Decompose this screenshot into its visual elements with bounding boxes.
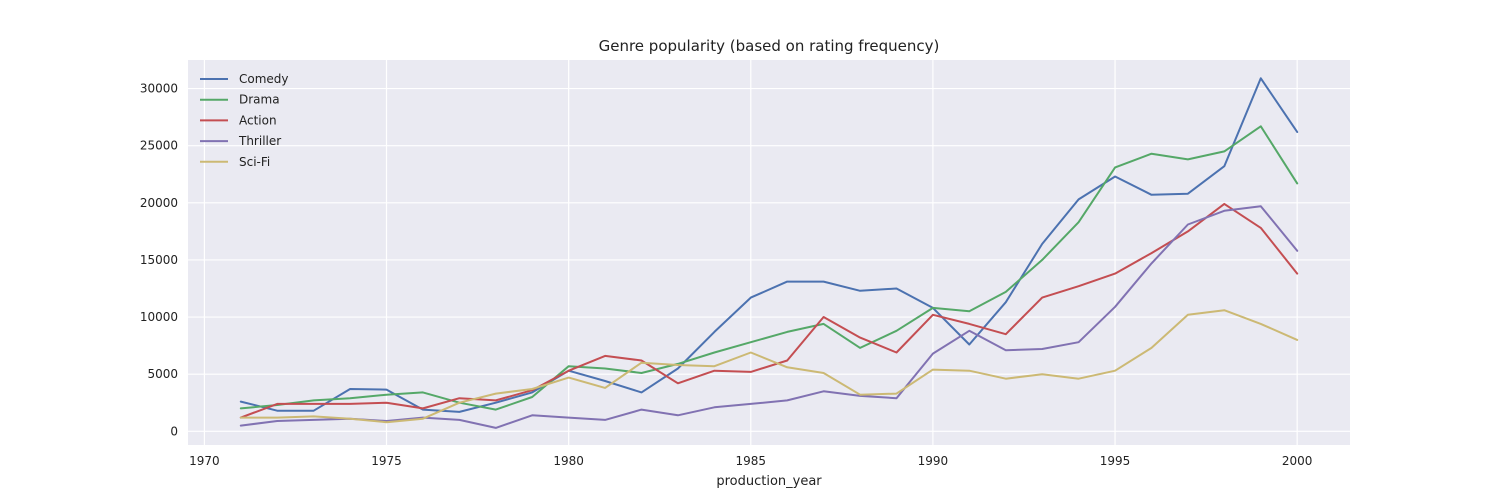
y-tick-label: 10000 <box>140 310 178 324</box>
y-tick-label: 5000 <box>147 367 178 381</box>
legend: Comedy Drama Action Thriller Sci-Fi <box>200 72 289 169</box>
grid-lines <box>188 60 1350 445</box>
plot-area <box>188 60 1350 445</box>
legend-label-action: Action <box>239 113 277 127</box>
y-tick-label: 20000 <box>140 196 178 210</box>
x-tick-label: 2000 <box>1282 454 1313 468</box>
x-tick-label: 1985 <box>736 454 767 468</box>
x-tick-label: 1975 <box>371 454 402 468</box>
x-tick-label: 1995 <box>1100 454 1131 468</box>
x-tick-label: 1980 <box>553 454 584 468</box>
x-axis-ticks: 1970 1975 1980 1985 1990 1995 2000 <box>189 454 1312 468</box>
series-line-comedy <box>239 77 1299 413</box>
legend-label-sci-fi: Sci-Fi <box>239 155 270 169</box>
legend-label-drama: Drama <box>239 93 280 107</box>
y-tick-label: 25000 <box>140 139 178 153</box>
y-tick-label: 30000 <box>140 82 178 96</box>
y-tick-label: 15000 <box>140 253 178 267</box>
y-axis-ticks: 0 5000 10000 15000 20000 25000 30000 <box>140 82 178 439</box>
x-tick-label: 1990 <box>918 454 949 468</box>
series-line-sci-fi <box>239 309 1299 424</box>
chart-title: Genre popularity (based on rating freque… <box>599 37 940 55</box>
x-tick-label: 1970 <box>189 454 220 468</box>
series-line-action <box>239 202 1299 419</box>
series-lines <box>239 77 1299 429</box>
y-tick-label: 0 <box>170 424 178 438</box>
series-line-drama <box>239 125 1299 411</box>
legend-label-thriller: Thriller <box>238 134 281 148</box>
series-line-thriller <box>239 205 1299 429</box>
legend-label-comedy: Comedy <box>239 72 289 86</box>
x-axis-label: production_year <box>716 474 822 489</box>
